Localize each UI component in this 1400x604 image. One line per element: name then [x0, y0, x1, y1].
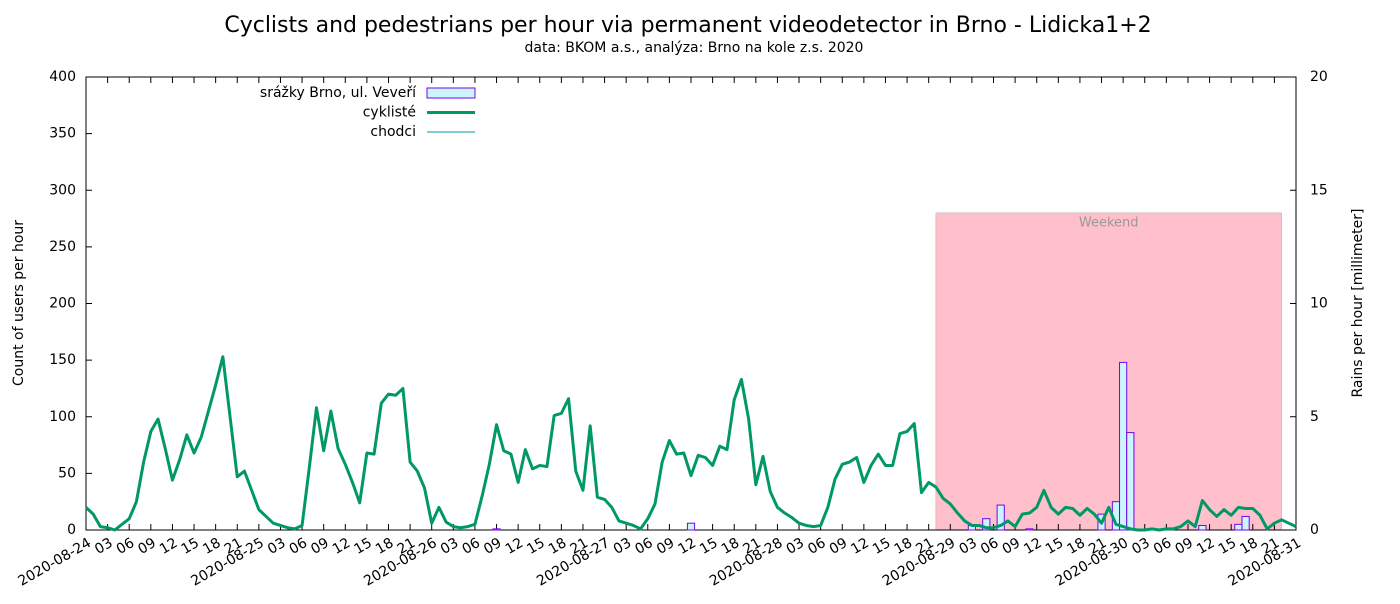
chart-title: Cyclists and pedestrians per hour via pe…	[224, 13, 1151, 38]
x-tick-label: 15	[870, 535, 893, 558]
rain-bar	[982, 518, 991, 531]
x-tick-label: 03	[784, 535, 807, 558]
x-tick-label: 18	[546, 535, 569, 558]
x-tick-label: 15	[1216, 535, 1239, 558]
y-tick-label: 0	[67, 522, 76, 538]
x-tick-label: 06	[978, 535, 1002, 558]
x-tick-label: 06	[114, 535, 138, 558]
x-tick-label: 03	[438, 535, 461, 558]
rain-bar	[492, 528, 501, 531]
y-tick-label: 50	[58, 465, 76, 481]
rain-bar	[1126, 432, 1135, 531]
x-tick-label: 18	[200, 535, 223, 558]
x-tick-label: 2020-08-24	[16, 535, 95, 590]
rain-bar	[1025, 528, 1034, 531]
x-tick-label: 12	[330, 535, 353, 558]
x-tick-label: 09	[654, 535, 677, 558]
x-tick-label: 09	[1173, 535, 1196, 558]
x-tick-label: 18	[1237, 535, 1260, 558]
rain-bar	[1234, 523, 1243, 531]
x-tick-label: 03	[956, 535, 979, 558]
x-tick-label: 18	[1064, 535, 1087, 558]
rain-bar	[1198, 524, 1207, 531]
x-tick-label: 15	[179, 535, 202, 558]
x-tick-label: 12	[848, 535, 871, 558]
y-tick-label: 100	[49, 409, 76, 425]
x-tick-label: 18	[892, 535, 915, 558]
rain-bar	[686, 522, 696, 531]
y2-axis-label: Rains per hour [millimeter]	[1350, 209, 1366, 398]
x-tick-label: 09	[135, 535, 158, 558]
x-tick-label: 15	[697, 535, 720, 558]
x-tick-label: 18	[373, 535, 396, 558]
x-tick-label: 03	[265, 535, 288, 558]
x-tick-label: 12	[676, 535, 699, 558]
x-tick-label: 15	[1043, 535, 1066, 558]
x-tick-label: 06	[1151, 535, 1175, 558]
legend-label: srážky Brno, ul. Veveří	[260, 85, 417, 101]
x-tick-label: 09	[1000, 535, 1023, 558]
x-tick-label: 09	[827, 535, 850, 558]
x-tick-label: 15	[351, 535, 374, 558]
x-tick-label: 06	[632, 535, 656, 558]
x-tick-label: 09	[308, 535, 331, 558]
x-tick-label: 03	[611, 535, 634, 558]
x-tick-label: 15	[524, 535, 547, 558]
legend-label: chodci	[370, 124, 416, 140]
y-tick-label: 150	[49, 352, 76, 368]
x-tick-label: 09	[481, 535, 504, 558]
x-tick-label: 06	[287, 535, 311, 558]
x-tick-label: 12	[157, 535, 180, 558]
x-tick-label: 21	[740, 535, 763, 558]
x-tick-label: 21	[222, 535, 245, 558]
y-tick-label: 400	[49, 69, 76, 85]
series-line	[84, 355, 1297, 532]
legend-swatch	[426, 87, 476, 99]
x-tick-label: 06	[805, 535, 829, 558]
chart-subtitle: data: BKOM a.s., analýza: Brno na kole z…	[525, 40, 864, 56]
x-tick-label: 18	[719, 535, 742, 558]
x-tick-label: 21	[568, 535, 591, 558]
y2-tick-label: 20	[1310, 69, 1328, 85]
x-tick-label: 12	[503, 535, 526, 558]
y-tick-label: 300	[49, 182, 76, 198]
x-tick-label: 21	[395, 535, 418, 558]
weekend-band	[935, 212, 1282, 531]
y2-tick-label: 10	[1310, 296, 1328, 312]
x-tick-label: 21	[1086, 535, 1109, 558]
rain-bar	[996, 504, 1005, 531]
rain-bar	[1119, 361, 1128, 531]
x-tick-label: 21	[913, 535, 936, 558]
x-tick-label: 03	[1129, 535, 1152, 558]
y2-tick-label: 5	[1310, 409, 1319, 425]
y-tick-label: 200	[49, 296, 76, 312]
y-axis-label: Count of users per hour	[11, 220, 27, 386]
x-tick-label: 06	[459, 535, 483, 558]
x-tick-label: 12	[1194, 535, 1217, 558]
x-tick-label: 21	[1259, 535, 1282, 558]
y-tick-label: 250	[49, 239, 76, 255]
y2-tick-label: 0	[1310, 522, 1319, 538]
legend-label: cyklisté	[363, 105, 416, 121]
x-tick-label: 12	[1021, 535, 1044, 558]
y2-tick-label: 15	[1310, 182, 1328, 198]
weekend-label: Weekend	[1079, 215, 1139, 230]
rain-bar	[1241, 515, 1250, 531]
x-tick-label: 03	[92, 535, 115, 558]
y-tick-label: 350	[49, 126, 76, 142]
